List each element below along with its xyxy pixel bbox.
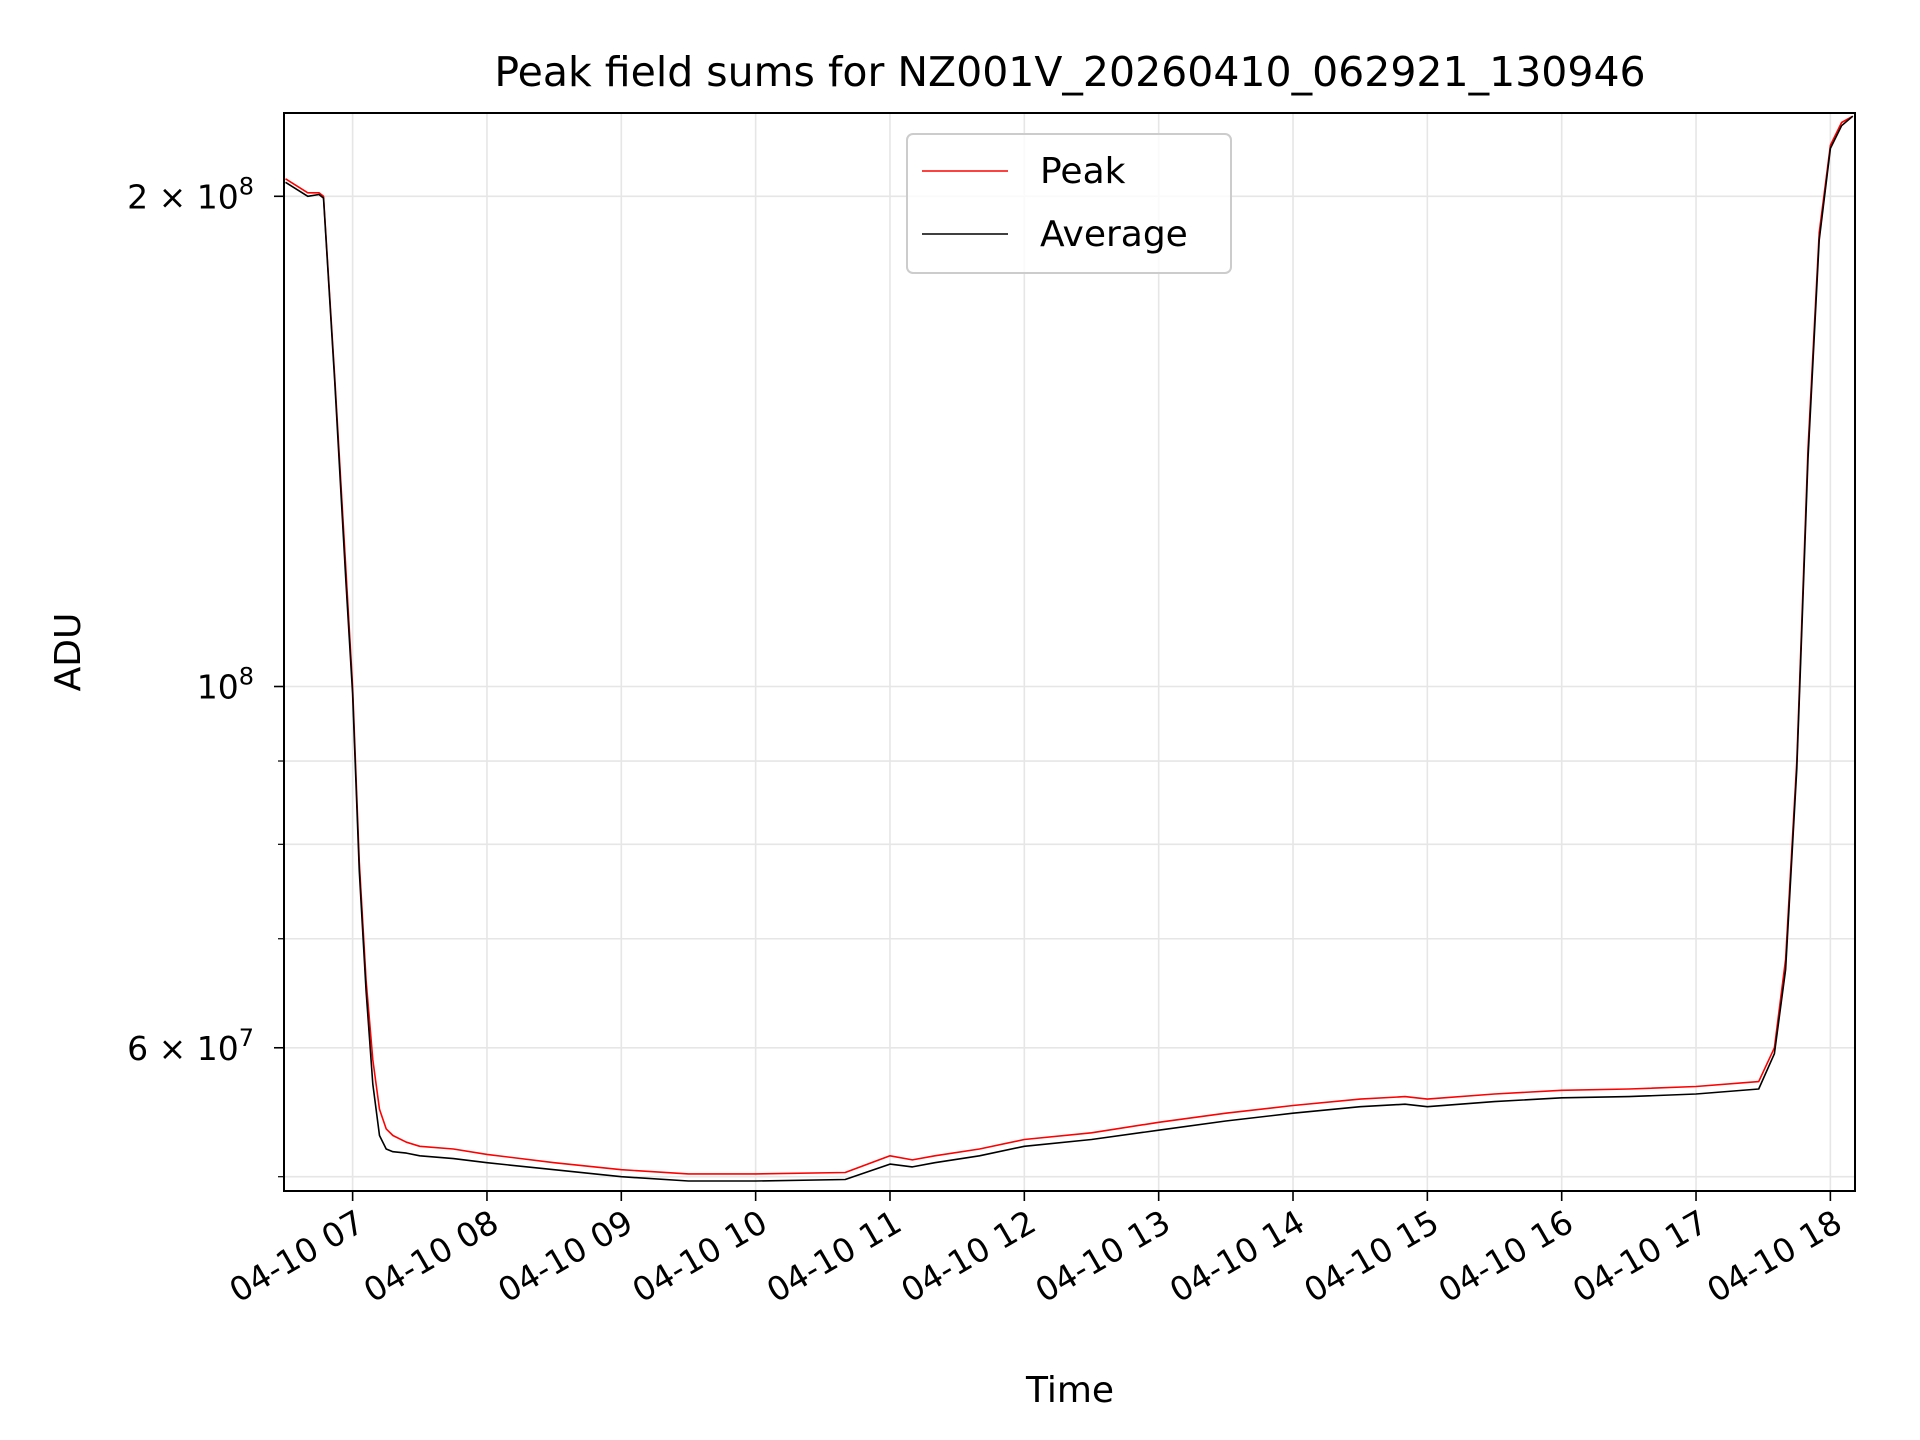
grid [284, 113, 1855, 1191]
legend: Peak Average [906, 133, 1232, 274]
x-axis-label: Time [1025, 1370, 1114, 1411]
plot-frame [283, 112, 1856, 1192]
y-tick-label: 6 × 107 [127, 1024, 254, 1068]
y-axis: 2 × 108 108 6 × 107 [127, 172, 284, 1178]
series-line-average [285, 115, 1854, 1182]
legend-label-average: Average [1040, 214, 1188, 255]
chart-title: Peak field sums for NZ001V_20260410_0629… [494, 48, 1645, 96]
series-layer [285, 115, 1854, 1182]
legend-box [906, 133, 1232, 274]
y-tick-label: 108 [197, 663, 254, 707]
y-axis-label: ADU [48, 613, 89, 692]
legend-label-peak: Peak [1040, 151, 1126, 192]
y-tick-label: 2 × 108 [127, 172, 254, 216]
